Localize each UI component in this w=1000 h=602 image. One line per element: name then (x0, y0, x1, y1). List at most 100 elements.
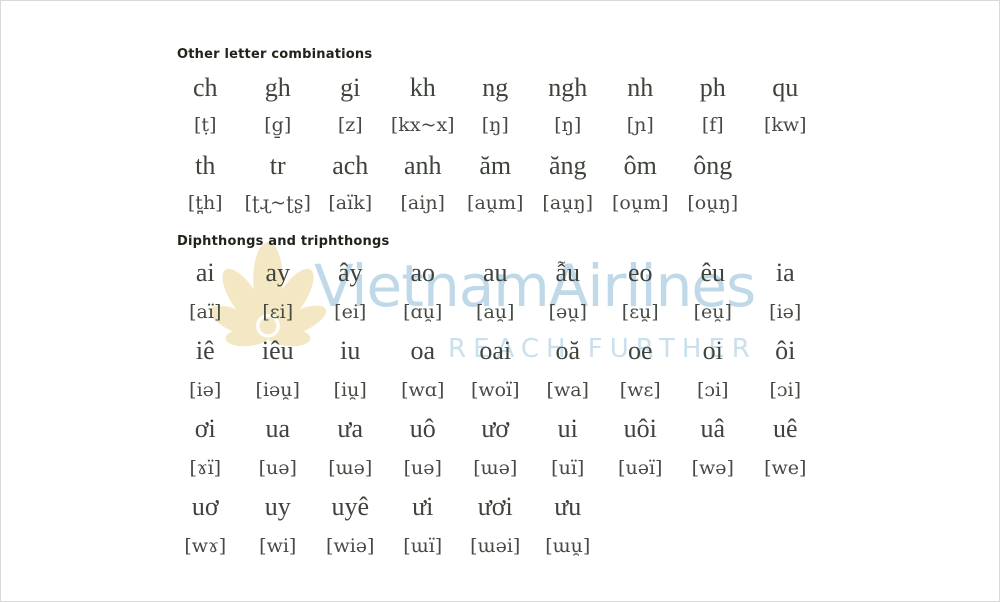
ipa-cell: [g̱] (264, 114, 292, 136)
letter-cell: ăm (479, 151, 512, 180)
letter-cell: uô (409, 414, 436, 443)
letter-cell: gh (264, 73, 291, 102)
letter-cell: ông (693, 151, 733, 180)
letter-cell: kh (409, 73, 436, 102)
ipa-cell: [aiɲ] (400, 192, 445, 214)
ipa-cell: [ɔi] (769, 379, 802, 401)
ipa-cell: [wɑ] (401, 379, 445, 401)
ipa-cell: [ɛu̯] (621, 301, 659, 323)
ipa-cell: [wɤ] (184, 535, 227, 557)
ipa-row: [iə] [iəu̯] [iu̯] [wɑ] [woï] [wa] [wɛ] [ɔi] [ɔi] (169, 376, 822, 404)
ipa-cell: [ɯu̯] (545, 535, 591, 557)
ipa-cell: [ɯəi] (470, 535, 521, 557)
letter-cell: uơ (191, 492, 219, 521)
ipa-row: [ɤï] [uə] [ɯə] [uə] [ɯə] [uï] [uəï] [wə] [we] (169, 454, 822, 482)
ipa-cell: [aï] (189, 301, 222, 323)
letter-cell: au (482, 258, 508, 287)
letter-cell: ăng (548, 151, 587, 180)
letter-cell: ưu (554, 492, 582, 521)
letter-cell: oai (479, 336, 512, 365)
ipa-cell: [ɔi] (696, 379, 729, 401)
ipa-cell: [au̯ŋ] (542, 192, 594, 214)
letter-cell: ao (410, 258, 436, 287)
letter-cell: ưa (337, 414, 364, 443)
ipa-cell: [uə] (403, 457, 442, 479)
ipa-cell: [we] (764, 457, 807, 479)
section-title-diphthongs: Diphthongs and triphthongs (177, 234, 390, 249)
letter-cell: gi (340, 73, 361, 102)
letter-cell: ơi (194, 414, 216, 443)
letter-cell: ẫu (555, 258, 581, 287)
ipa-cell: [uəï] (618, 457, 663, 479)
letter-cell: ươ (481, 414, 510, 443)
ipa-cell: [ɛi] (262, 301, 294, 323)
letter-cell: oa (410, 336, 436, 365)
letter-cell: oă (555, 336, 581, 365)
ipa-row: [aï] [ɛi] [ei] [ɑu̯] [au̯] [əu̯] [ɛu̯] [eu̯] [iə… (169, 298, 822, 326)
letter-cell: ia (775, 258, 795, 287)
letter-cell: ôi (775, 336, 796, 365)
ipa-cell: [ɲ] (626, 114, 654, 136)
ipa-cell: [ɤï] (189, 457, 222, 479)
letter-cell: ua (265, 414, 291, 443)
letter-cell: ây (337, 258, 363, 287)
ipa-cell: [uə] (258, 457, 297, 479)
ipa-cell: [ɯə] (473, 457, 518, 479)
letter-row: ai ay ây ao au ẫu eo êu ia (169, 256, 822, 290)
letter-row: uơ uy uyê ưi ươi ưu (169, 490, 822, 524)
letter-cell: uê (772, 414, 798, 443)
ipa-cell: [kw] (763, 114, 807, 136)
letter-cell: iu (340, 336, 361, 365)
ipa-cell: [wiə] (326, 535, 375, 557)
letter-cell: nh (627, 73, 654, 102)
letter-cell: qu (772, 73, 799, 102)
letter-cell: iêu (261, 336, 294, 365)
letter-cell: uy (264, 492, 291, 521)
ipa-cell: [z] (337, 114, 363, 136)
ipa-cell: [ɑu̯] (403, 301, 443, 323)
letter-cell: ươi (477, 492, 513, 521)
ipa-cell: [woï] (470, 379, 520, 401)
ipa-row: [wɤ] [wi] [wiə] [ɯï] [ɯəi] [ɯu̯] (169, 532, 822, 560)
letter-cell: ôm (623, 151, 657, 180)
ipa-cell: [ɯə] (328, 457, 373, 479)
ipa-cell: [ṭ] (194, 114, 217, 136)
letter-cell: uôi (623, 414, 657, 443)
letter-cell: anh (403, 151, 442, 180)
ipa-cell: [au̯m] (467, 192, 524, 214)
ipa-cell: [iə] (189, 379, 222, 401)
ipa-cell: [aïk] (328, 192, 373, 214)
ipa-cell: [wə] (691, 457, 734, 479)
ipa-cell: [ei] (334, 301, 367, 323)
ipa-cell: [ʈɻ~ʈʂ] (244, 192, 311, 214)
section-title-other-combinations: Other letter combinations (177, 47, 373, 62)
ipa-cell: [iə] (769, 301, 802, 323)
letter-row: ch gh gi kh ng ngh nh ph qu (169, 71, 822, 105)
ipa-cell: [ŋ] (481, 114, 509, 136)
letter-cell: th (195, 151, 216, 180)
ipa-row: [t̪h] [ʈɻ~ʈʂ] [aïk] [aiɲ] [au̯m] [au̯ŋ] [ou̯m]… (169, 189, 822, 217)
letter-cell: ay (265, 258, 291, 287)
ipa-cell: [wi] (259, 535, 297, 557)
letter-cell: tr (269, 151, 286, 180)
ipa-cell: [iəu̯] (255, 379, 300, 401)
ipa-cell: [uï] (551, 457, 585, 479)
letter-cell: iê (195, 336, 215, 365)
ipa-row: [ṭ] [g̱] [z] [kx~x] [ŋ] [ŋ] [ɲ] [f] [kw] (169, 111, 822, 139)
ipa-cell: [f] (701, 114, 724, 136)
letter-cell: uâ (700, 414, 726, 443)
ipa-cell: [wɛ] (619, 379, 661, 401)
ipa-cell: [t̪h] (187, 192, 223, 214)
letter-cell: ui (557, 414, 578, 443)
letter-cell: eo (627, 258, 653, 287)
ipa-cell: [eu̯] (693, 301, 732, 323)
letter-cell: ai (195, 258, 215, 287)
ipa-cell: [ŋ] (554, 114, 582, 136)
letter-row: ơi ua ưa uô ươ ui uôi uâ uê (169, 412, 822, 446)
ipa-cell: [əu̯] (548, 301, 587, 323)
letter-cell: ch (192, 73, 218, 102)
letter-cell: ach (332, 151, 369, 180)
letter-cell: oi (702, 336, 723, 365)
letter-cell: ngh (548, 73, 588, 102)
